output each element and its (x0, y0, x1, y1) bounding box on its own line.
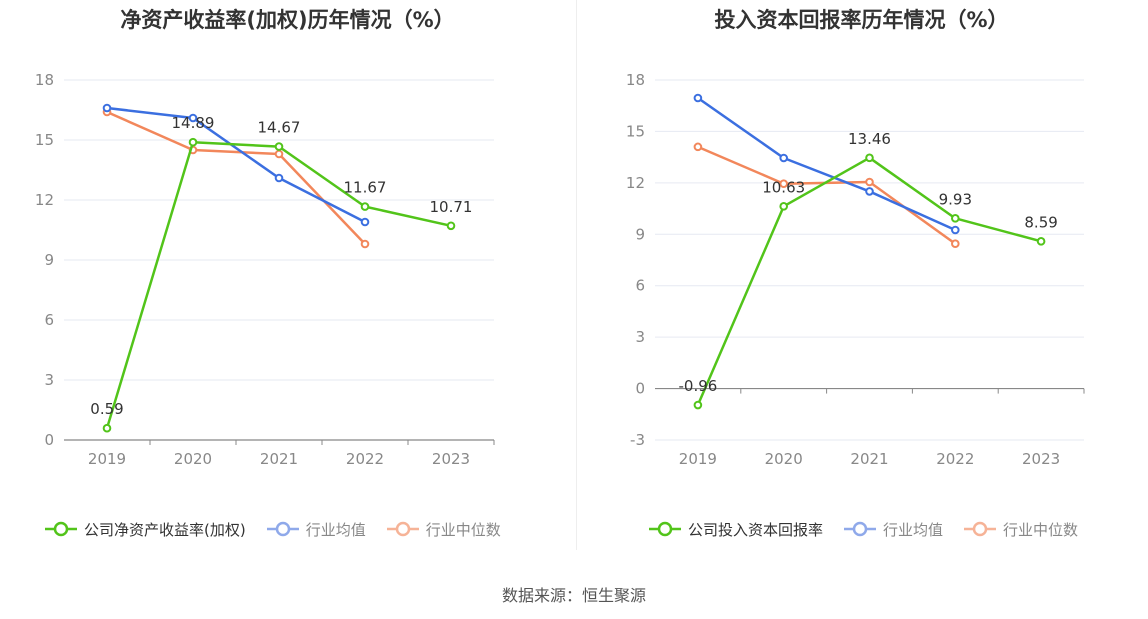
legend-line-marker-icon (964, 521, 997, 537)
data-point-median (865, 177, 874, 187)
x-tick-label: 2023 (432, 450, 470, 468)
legend-label: 公司净资产收益率(加权) (84, 520, 246, 539)
legend-roic: 公司投入资本回报率 行业均值 行业中位数 (648, 518, 1078, 540)
legend-label: 公司投入资本回报率 (688, 520, 824, 539)
data-point-company (693, 400, 703, 410)
series-line-median (697, 145, 957, 245)
data-point-company (865, 153, 874, 163)
data-label: 10.63 (762, 178, 805, 196)
data-point-company (446, 221, 456, 231)
data-point-company (951, 214, 960, 223)
x-tick-label: 2019 (88, 450, 126, 468)
x-tick-label: 2020 (765, 450, 803, 468)
y-tick-label: 9 (635, 225, 645, 243)
data-point-median (951, 239, 960, 249)
data-source-note: 数据来源：恒生聚源 (501, 586, 646, 605)
data-point-company (188, 137, 198, 147)
data-point-company (1036, 237, 1046, 246)
data-point-avg (779, 153, 788, 163)
y-tick-label: 6 (635, 277, 645, 295)
x-tick-label: 2020 (174, 450, 212, 468)
data-point-median (274, 149, 284, 159)
y-tick-label: 12 (626, 174, 645, 192)
x-tick-label: 2023 (1022, 450, 1060, 468)
data-label: 13.46 (848, 130, 891, 148)
data-label: 0.59 (90, 400, 123, 418)
legend-label: 行业均值 (305, 520, 366, 539)
data-point-company (779, 202, 788, 211)
data-point-company (360, 202, 370, 211)
data-point-avg (951, 225, 960, 235)
data-point-avg (360, 217, 370, 227)
y-tick-label: 18 (626, 71, 645, 89)
roic-line-chart: -3 0 3 6 9 12 15 18 2019 2020 2021 2022 2023 -0.96 10.… (626, 71, 1085, 468)
data-point-median (360, 239, 370, 249)
legend-item-avg-roic[interactable]: 行业均值 (843, 519, 943, 540)
data-label: 8.59 (1024, 213, 1057, 231)
legend-item-median-roe[interactable]: 行业中位数 (386, 519, 501, 540)
y-tick-label: 15 (35, 131, 54, 149)
y-tick-label: 3 (44, 371, 54, 389)
x-tick-label: 2021 (850, 450, 888, 468)
chart-title-roic: 投入资本回报率历年情况（%） (714, 8, 1009, 32)
legend-label: 行业中位数 (1003, 520, 1079, 539)
data-point-avg (274, 173, 284, 183)
y-tick-label: -3 (630, 431, 645, 449)
legend-line-marker-icon (266, 521, 299, 537)
data-label: 11.67 (344, 179, 387, 197)
y-tick-label: 18 (35, 71, 54, 89)
data-label: 10.71 (430, 198, 473, 216)
legend-roe: 公司净资产收益率(加权) 行业均值 行业中位数 (44, 518, 501, 540)
series-line-median (106, 110, 366, 245)
legend-item-avg-roe[interactable]: 行业均值 (266, 519, 366, 540)
data-point-avg (102, 103, 112, 113)
data-point-median (779, 179, 788, 189)
x-tick-label: 2021 (260, 450, 298, 468)
y-tick-label: 6 (44, 311, 54, 329)
y-tick-label: 0 (635, 380, 645, 398)
series-line-avg (697, 96, 956, 232)
data-point-avg (865, 187, 874, 196)
legend-item-median-roic[interactable]: 行业中位数 (963, 519, 1078, 540)
data-point-company (102, 423, 112, 433)
legend-line-marker-icon (386, 521, 419, 537)
x-tick-label: 2019 (679, 450, 717, 468)
data-label: 14.67 (258, 119, 301, 137)
legend-label: 行业中位数 (425, 520, 501, 539)
data-label: 14.89 (172, 114, 215, 132)
legend-line-marker-icon (45, 521, 77, 537)
chart-title-roe: 净资产收益率(加权)历年情况（%） (120, 8, 455, 32)
y-tick-label: 3 (635, 328, 645, 346)
roe-line-chart: 0 3 6 9 12 15 18 2019 2020 2021 2022 2023 0.59 14.89 1… (35, 71, 495, 468)
legend-line-marker-icon (844, 521, 877, 537)
x-tick-label: 2022 (346, 450, 384, 468)
y-tick-label: 12 (35, 191, 54, 209)
x-tick-label: 2022 (936, 450, 974, 468)
data-label: -0.96 (678, 377, 717, 395)
data-point-avg (188, 113, 198, 123)
series-line-company (105, 140, 452, 429)
legend-item-company-roic[interactable]: 公司投入资本回报率 (648, 519, 823, 540)
y-tick-label: 0 (44, 431, 54, 449)
legend-label: 行业均值 (883, 520, 944, 539)
legend-line-marker-icon (649, 521, 681, 537)
data-point-company (274, 142, 284, 151)
legend-item-company-roe[interactable]: 公司净资产收益率(加权) (44, 519, 246, 540)
chart-divider (576, 0, 577, 550)
data-point-avg (693, 93, 703, 103)
series-line-avg (106, 106, 366, 224)
y-tick-label: 15 (626, 122, 645, 140)
data-point-median (693, 142, 703, 152)
y-tick-label: 9 (44, 251, 54, 269)
data-label: 9.93 (939, 190, 972, 208)
